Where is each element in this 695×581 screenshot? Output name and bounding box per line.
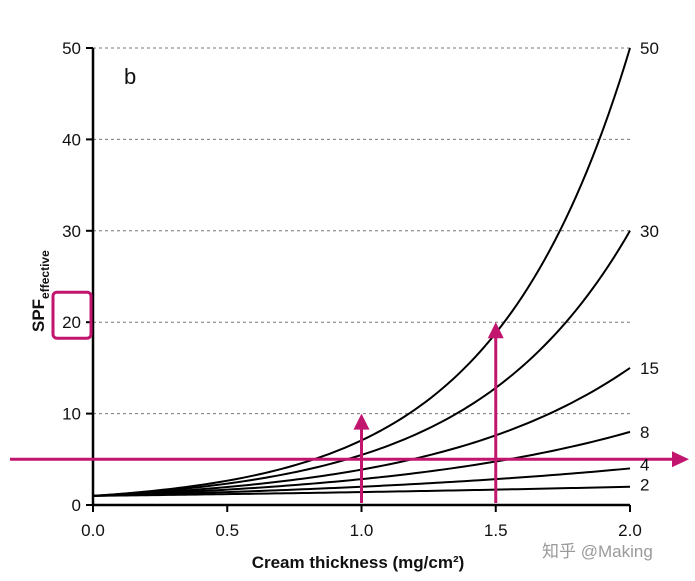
y-tick-label-0: 0 <box>72 496 81 515</box>
vertical-arrow-head-1 <box>353 413 370 430</box>
y-tick-label-50: 50 <box>62 39 81 58</box>
series-label-8: 8 <box>640 423 649 442</box>
y-axis-title-main: SPF <box>29 299 48 332</box>
vertical-arrow-head-2 <box>487 322 504 339</box>
x-tick-label-2.0: 2.0 <box>618 521 642 540</box>
x-tick-label-0.0: 0.0 <box>81 521 105 540</box>
series-label-50: 50 <box>640 39 659 58</box>
series-label-30: 30 <box>640 222 659 241</box>
watermark: 知乎 @Making <box>542 542 653 561</box>
horizontal-arrow-head <box>672 451 689 468</box>
x-tick-label-1.0: 1.0 <box>350 521 374 540</box>
annotation-layer <box>10 290 689 503</box>
y-tick-label-40: 40 <box>62 130 81 149</box>
x-tick-label-0.5: 0.5 <box>215 521 239 540</box>
x-tick-label-1.5: 1.5 <box>484 521 508 540</box>
panel-label: b <box>124 64 136 89</box>
series-label-2: 2 <box>640 476 649 495</box>
y-tick-label-20: 20 <box>62 313 81 332</box>
y-axis-title-subscript: effective <box>38 250 52 299</box>
highlight-box-tick-20 <box>51 290 93 340</box>
y-tick-label-30: 30 <box>62 222 81 241</box>
series-label-4: 4 <box>640 455 649 474</box>
y-axis-title: SPFeffective <box>29 250 52 332</box>
series-label-15: 15 <box>640 359 659 378</box>
grid-layer <box>93 47 630 415</box>
axis-layer <box>86 47 631 512</box>
x-axis-title: Cream thickness (mg/cm²) <box>252 553 465 572</box>
y-tick-label-10: 10 <box>62 405 81 424</box>
